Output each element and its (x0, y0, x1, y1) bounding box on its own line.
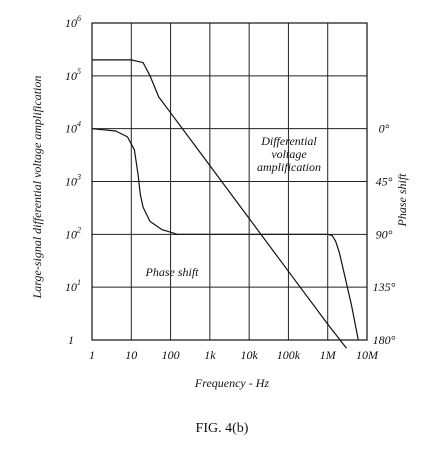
annotation-amplification-line-1: Differential (260, 134, 317, 148)
y-tick-exponent: 3 (76, 173, 81, 182)
amplification-curve (92, 59, 347, 349)
y2-tick-label: 135° (373, 280, 396, 294)
x-tick-label: 1k (204, 348, 216, 362)
figure-caption: FIG. 4(b) (196, 421, 249, 436)
y-tick-exponent: 2 (77, 225, 81, 234)
y-tick-label: 10 (65, 69, 77, 83)
y-tick-label: 1 (68, 333, 74, 347)
y-axis-title: Large-signal differential voltage amplif… (30, 76, 44, 300)
x-tick-labels: 1 10 100 1k 10k 100k 1M 10M (89, 348, 379, 362)
y2-tick-label: 0° (379, 122, 390, 136)
x-tick-label: 10k (240, 348, 258, 362)
annotation-amplification-line-3: amplification (257, 160, 321, 174)
curves (91, 59, 359, 349)
y-tick-label: 10 (65, 280, 77, 294)
y-tick-label: 10 (65, 175, 77, 189)
y-tick-label: 10 (65, 227, 77, 241)
phase-shift-curve (91, 128, 359, 341)
x-tick-label: 100 (162, 348, 180, 362)
x-tick-label: 1 (89, 348, 95, 362)
y2-tick-label: 90° (376, 227, 393, 241)
x-tick-label: 1M (320, 348, 337, 362)
y-tick-exponent: 1 (77, 278, 81, 287)
y2-tick-label: 45° (376, 175, 393, 189)
y2-tick-label: 180° (373, 333, 396, 347)
y-tick-exponent: 6 (77, 14, 81, 23)
y2-axis-title: Phase shift (395, 173, 409, 228)
y-tick-exponent: 5 (77, 67, 81, 76)
x-tick-label: 10M (356, 348, 379, 362)
x-axis-title: Frequency - Hz (194, 376, 270, 390)
y-tick-label: 10 (65, 122, 77, 136)
y2-tick-labels: 0° 45° 90° 135° 180° (373, 122, 396, 347)
x-tick-label: 100k (277, 348, 301, 362)
y-tick-label: 10 (65, 16, 77, 30)
annotation-amplification-line-2: voltage (271, 147, 307, 161)
annotation-phase-shift: Phase shift (145, 265, 200, 279)
plot-frame (91, 22, 368, 341)
x-tick-label: 10 (125, 348, 137, 362)
y-tick-exponent: 4 (77, 120, 81, 129)
grid-lines (92, 23, 367, 340)
